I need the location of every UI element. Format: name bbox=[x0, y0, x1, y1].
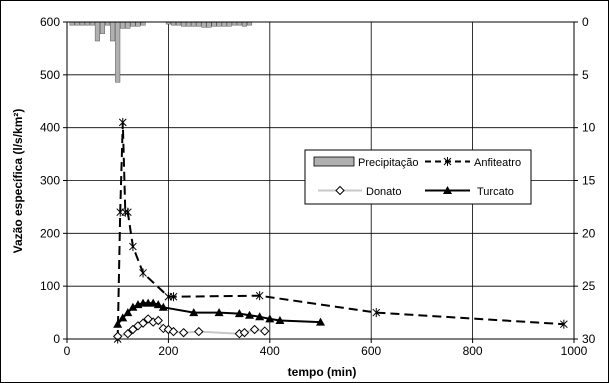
marker-anfiteatro bbox=[118, 117, 127, 127]
x-tick-label: 400 bbox=[260, 344, 280, 358]
marker-anfiteatro bbox=[123, 207, 132, 217]
marker-anfiteatro bbox=[372, 308, 381, 318]
x-tick-label: 600 bbox=[361, 344, 381, 358]
series-layer bbox=[112, 117, 568, 344]
legend-entry-anfiteatro: Anfiteatro bbox=[425, 157, 521, 169]
marker-turcato bbox=[113, 319, 123, 328]
precipitation-bar bbox=[120, 21, 126, 29]
precipitation-bar bbox=[130, 21, 136, 27]
legend-marker-donato bbox=[335, 185, 345, 196]
marker-turcato bbox=[128, 302, 138, 311]
x-axis-title: tempo (min) bbox=[288, 365, 357, 379]
precipitation-bar bbox=[186, 21, 192, 27]
legend-label-precipitacao: Precipitação bbox=[358, 157, 419, 169]
legend-label-anfiteatro: Anfiteatro bbox=[474, 157, 521, 169]
legend-entry-turcato: Turcato bbox=[425, 186, 514, 198]
precipitation-bar bbox=[221, 21, 227, 27]
legend-entry-donato: Donato bbox=[318, 185, 401, 198]
marker-turcato bbox=[245, 310, 255, 319]
marker-donato bbox=[153, 315, 163, 326]
y2-tick-label: 5 bbox=[582, 68, 589, 82]
marker-turcato bbox=[118, 313, 128, 322]
marker-anfiteatro bbox=[139, 268, 147, 278]
y-tick-label: 500 bbox=[40, 68, 60, 82]
y-tick-label: 200 bbox=[40, 226, 60, 240]
marker-donato bbox=[112, 331, 123, 342]
legend-marker-turcato bbox=[443, 186, 452, 194]
x-tick-label: 0 bbox=[64, 344, 71, 358]
x-tick-label: 800 bbox=[463, 344, 483, 358]
marker-donato bbox=[239, 327, 250, 338]
legend-label-turcato: Turcato bbox=[477, 186, 514, 198]
y2-tick-label: 0 bbox=[582, 15, 589, 29]
marker-turcato bbox=[265, 314, 275, 323]
marker-donato bbox=[178, 327, 189, 338]
y-tick-label: 300 bbox=[40, 174, 60, 188]
y-tick-label: 0 bbox=[53, 332, 60, 346]
precipitation-bar bbox=[135, 21, 141, 27]
marker-turcato bbox=[189, 308, 199, 317]
marker-turcato bbox=[148, 298, 158, 307]
y-tick-label: 400 bbox=[40, 121, 60, 135]
marker-turcato bbox=[153, 300, 163, 309]
precipitation-bar bbox=[201, 21, 207, 28]
marker-anfiteatro bbox=[169, 292, 178, 302]
precipitation-bar bbox=[216, 21, 222, 27]
marker-turcato bbox=[234, 309, 244, 318]
precipitation-bar bbox=[115, 21, 121, 83]
series-line-anfiteatro bbox=[116, 121, 564, 340]
marker-donato bbox=[123, 329, 133, 339]
y-axis-title: Vazão específica (l/s/km²) bbox=[11, 109, 25, 254]
legend-entry-precipitacao: Precipitação bbox=[313, 156, 419, 169]
y2-tick-label: 15 bbox=[582, 174, 596, 188]
marker-turcato bbox=[316, 317, 325, 326]
legend: Precipitação Anfiteatro Donato Turcato bbox=[304, 149, 532, 205]
precipitation-bar bbox=[196, 21, 202, 27]
legend-marker-anfiteatro bbox=[443, 157, 452, 166]
y-tick-label: 100 bbox=[40, 279, 60, 293]
marker-turcato bbox=[255, 312, 265, 321]
precipitation-bar bbox=[110, 21, 116, 42]
marker-donato bbox=[128, 324, 138, 335]
precipitation-bar bbox=[226, 21, 232, 27]
precipitation-bar bbox=[206, 21, 212, 28]
x-tick-label: 1000 bbox=[561, 344, 588, 358]
marker-turcato bbox=[214, 308, 224, 317]
precipitation-bar bbox=[211, 21, 217, 27]
y-tick-label: 600 bbox=[40, 15, 60, 29]
marker-donato bbox=[260, 326, 270, 336]
axis-layer: 0 200 400 600 800 1000 0 100 200 300 400 500 600 0 5 10… bbox=[40, 15, 596, 358]
legend-swatch-precipitacao bbox=[313, 156, 355, 167]
x-tick-label: 200 bbox=[158, 344, 178, 358]
legend-label-donato: Donato bbox=[366, 186, 401, 198]
precipitation-bar bbox=[181, 21, 187, 27]
y2-tick-label: 20 bbox=[582, 226, 596, 240]
marker-turcato bbox=[123, 308, 133, 317]
marker-turcato bbox=[158, 302, 168, 311]
y2-tick-label: 25 bbox=[582, 279, 596, 293]
marker-turcato bbox=[275, 316, 285, 325]
precipitation-bar bbox=[94, 21, 100, 42]
marker-donato bbox=[194, 326, 204, 337]
marker-donato bbox=[168, 326, 179, 337]
precipitation-bar bbox=[99, 21, 106, 34]
marker-anfiteatro bbox=[560, 319, 568, 329]
marker-donato bbox=[249, 324, 260, 335]
precipitation-bar bbox=[125, 21, 131, 29]
marker-donato bbox=[138, 318, 148, 328]
precipitation-bar bbox=[241, 21, 247, 27]
y2-tick-label: 10 bbox=[582, 121, 596, 135]
precipitation-bar bbox=[191, 21, 197, 27]
y2-tick-label: 30 bbox=[582, 332, 596, 346]
marker-anfiteatro bbox=[255, 291, 264, 301]
marker-anfiteatro bbox=[129, 242, 137, 252]
